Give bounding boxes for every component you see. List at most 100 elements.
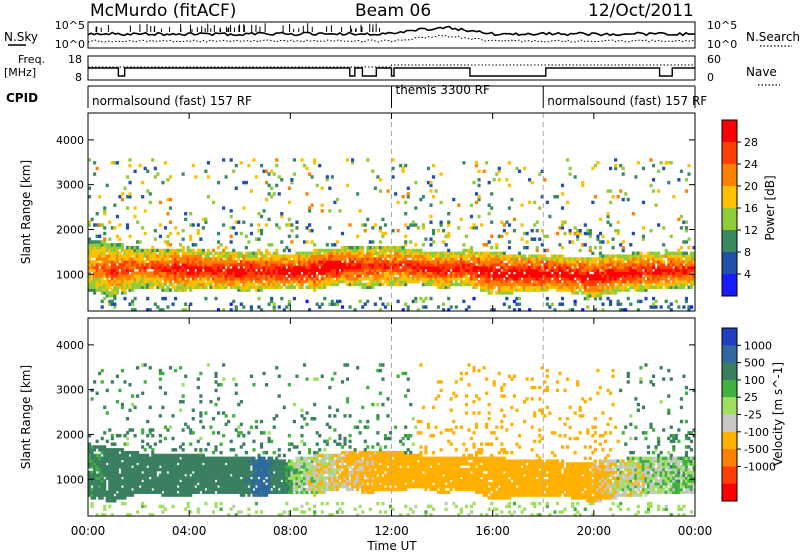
heatmap-cell (561, 184, 564, 187)
heatmap-cell (290, 240, 293, 243)
heatmap-cell (199, 411, 202, 414)
cpid-segment-1: normalsound (fast) 157 RF (92, 94, 252, 108)
heatmap-cell (293, 172, 296, 175)
heatmap-cell (447, 297, 450, 300)
heatmap-cell (179, 366, 182, 369)
heatmap-cell (642, 226, 645, 229)
heatmap-cell (250, 189, 253, 192)
heatmap-cell (440, 172, 443, 175)
nsky-tick-top: 10^5 (55, 19, 85, 32)
heatmap-cell (149, 201, 152, 204)
heatmap-cell (199, 237, 202, 240)
heatmap-cell (379, 189, 382, 192)
heatmap-cell (126, 206, 129, 209)
heatmap-cell (93, 172, 96, 175)
heatmap-cell (652, 178, 655, 181)
heatmap-cell (581, 181, 584, 184)
heatmap-cell (159, 201, 162, 204)
heatmap-cell (447, 220, 450, 223)
heatmap-cell (429, 189, 432, 192)
heatmap-cell (169, 175, 172, 178)
heatmap-cell (619, 303, 622, 306)
heatmap-cell (136, 366, 139, 369)
heatmap-cell (212, 201, 215, 204)
heatmap-cell (675, 300, 678, 303)
heatmap-cell (589, 229, 592, 232)
heatmap-cell (490, 220, 493, 223)
heatmap-cell (440, 201, 443, 204)
heatmap-cell (179, 409, 182, 412)
heatmap-cell (379, 178, 382, 181)
heatmap-cell (505, 297, 508, 300)
heatmap-cell (182, 394, 185, 397)
heatmap-cell (574, 175, 577, 178)
heatmap-cell (520, 223, 523, 226)
heatmap-cell (632, 232, 635, 235)
heatmap-cell (144, 363, 147, 366)
heatmap-cell (306, 167, 309, 170)
heatmap-cell (101, 437, 104, 440)
nave-tick-top: 60 (707, 53, 721, 66)
heatmap-cell (273, 192, 276, 195)
heatmap-cell (338, 300, 341, 303)
heatmap-cell (462, 243, 465, 246)
heatmap-cell (220, 383, 223, 386)
heatmap-cell (149, 406, 152, 409)
heatmap-cell (685, 178, 688, 181)
noise-panel: N.Sky 10^5 10^0 10^5 10^0 N.Search (4, 19, 800, 51)
heatmap-cell (154, 167, 157, 170)
heatmap-cell (144, 448, 147, 451)
heatmap-cell (569, 167, 572, 170)
heatmap-cell (672, 195, 675, 198)
heatmap-cell (665, 300, 668, 303)
heatmap-cell (599, 218, 602, 221)
heatmap-cell (113, 303, 116, 306)
heatmap-cell (103, 232, 106, 235)
heatmap-cell (257, 223, 260, 226)
heatmap-cell (591, 252, 594, 255)
heatmap-cell (488, 212, 491, 215)
heatmap-cell (151, 158, 154, 161)
heatmap-cell (182, 237, 185, 240)
heatmap-cell (171, 414, 174, 417)
heatmap-cell (682, 305, 685, 308)
heatmap-cell (508, 161, 511, 164)
colorbar-tick-label: 28 (744, 136, 758, 149)
heatmap-cell (123, 187, 126, 190)
heatmap-cell (687, 246, 690, 249)
heatmap-cell (230, 158, 233, 161)
heatmap-cell (432, 175, 435, 178)
heatmap-cell (652, 189, 655, 192)
heatmap-cell (101, 305, 104, 308)
heatmap-cell (136, 510, 139, 513)
heatmap-cell (204, 297, 207, 300)
heatmap-cell (612, 237, 615, 240)
heatmap-cell (371, 240, 374, 243)
power-ylabel: Slant Range [km] (19, 160, 33, 264)
heatmap-cell (490, 192, 493, 195)
heatmap-cell (121, 369, 124, 372)
heatmap-cell (622, 246, 625, 249)
heatmap-cell (677, 305, 680, 308)
cpid-row: CPID normalsound (fast) 157 RF themis 33… (6, 83, 707, 108)
freq-panel: Freq. [MHz] 18 8 60 0 Nave (4, 53, 780, 85)
heatmap-cell (101, 380, 104, 383)
heatmap-cell (146, 420, 149, 423)
heatmap-cell (477, 178, 480, 181)
heatmap-cell (204, 411, 207, 414)
heatmap-cell (533, 201, 536, 204)
heatmap-cell (103, 406, 106, 409)
heatmap-cell (566, 158, 569, 161)
heatmap-cell (680, 246, 683, 249)
heatmap-cell (407, 192, 410, 195)
nsky-label: N.Sky (4, 30, 38, 44)
heatmap-cell (154, 442, 157, 445)
heatmap-cell (121, 192, 124, 195)
heatmap-cell (308, 223, 311, 226)
heatmap-cell (240, 161, 243, 164)
heatmap-cell (485, 161, 488, 164)
heatmap-cell (409, 240, 412, 243)
heatmap-cell (202, 425, 205, 428)
heatmap-cell (141, 440, 144, 443)
